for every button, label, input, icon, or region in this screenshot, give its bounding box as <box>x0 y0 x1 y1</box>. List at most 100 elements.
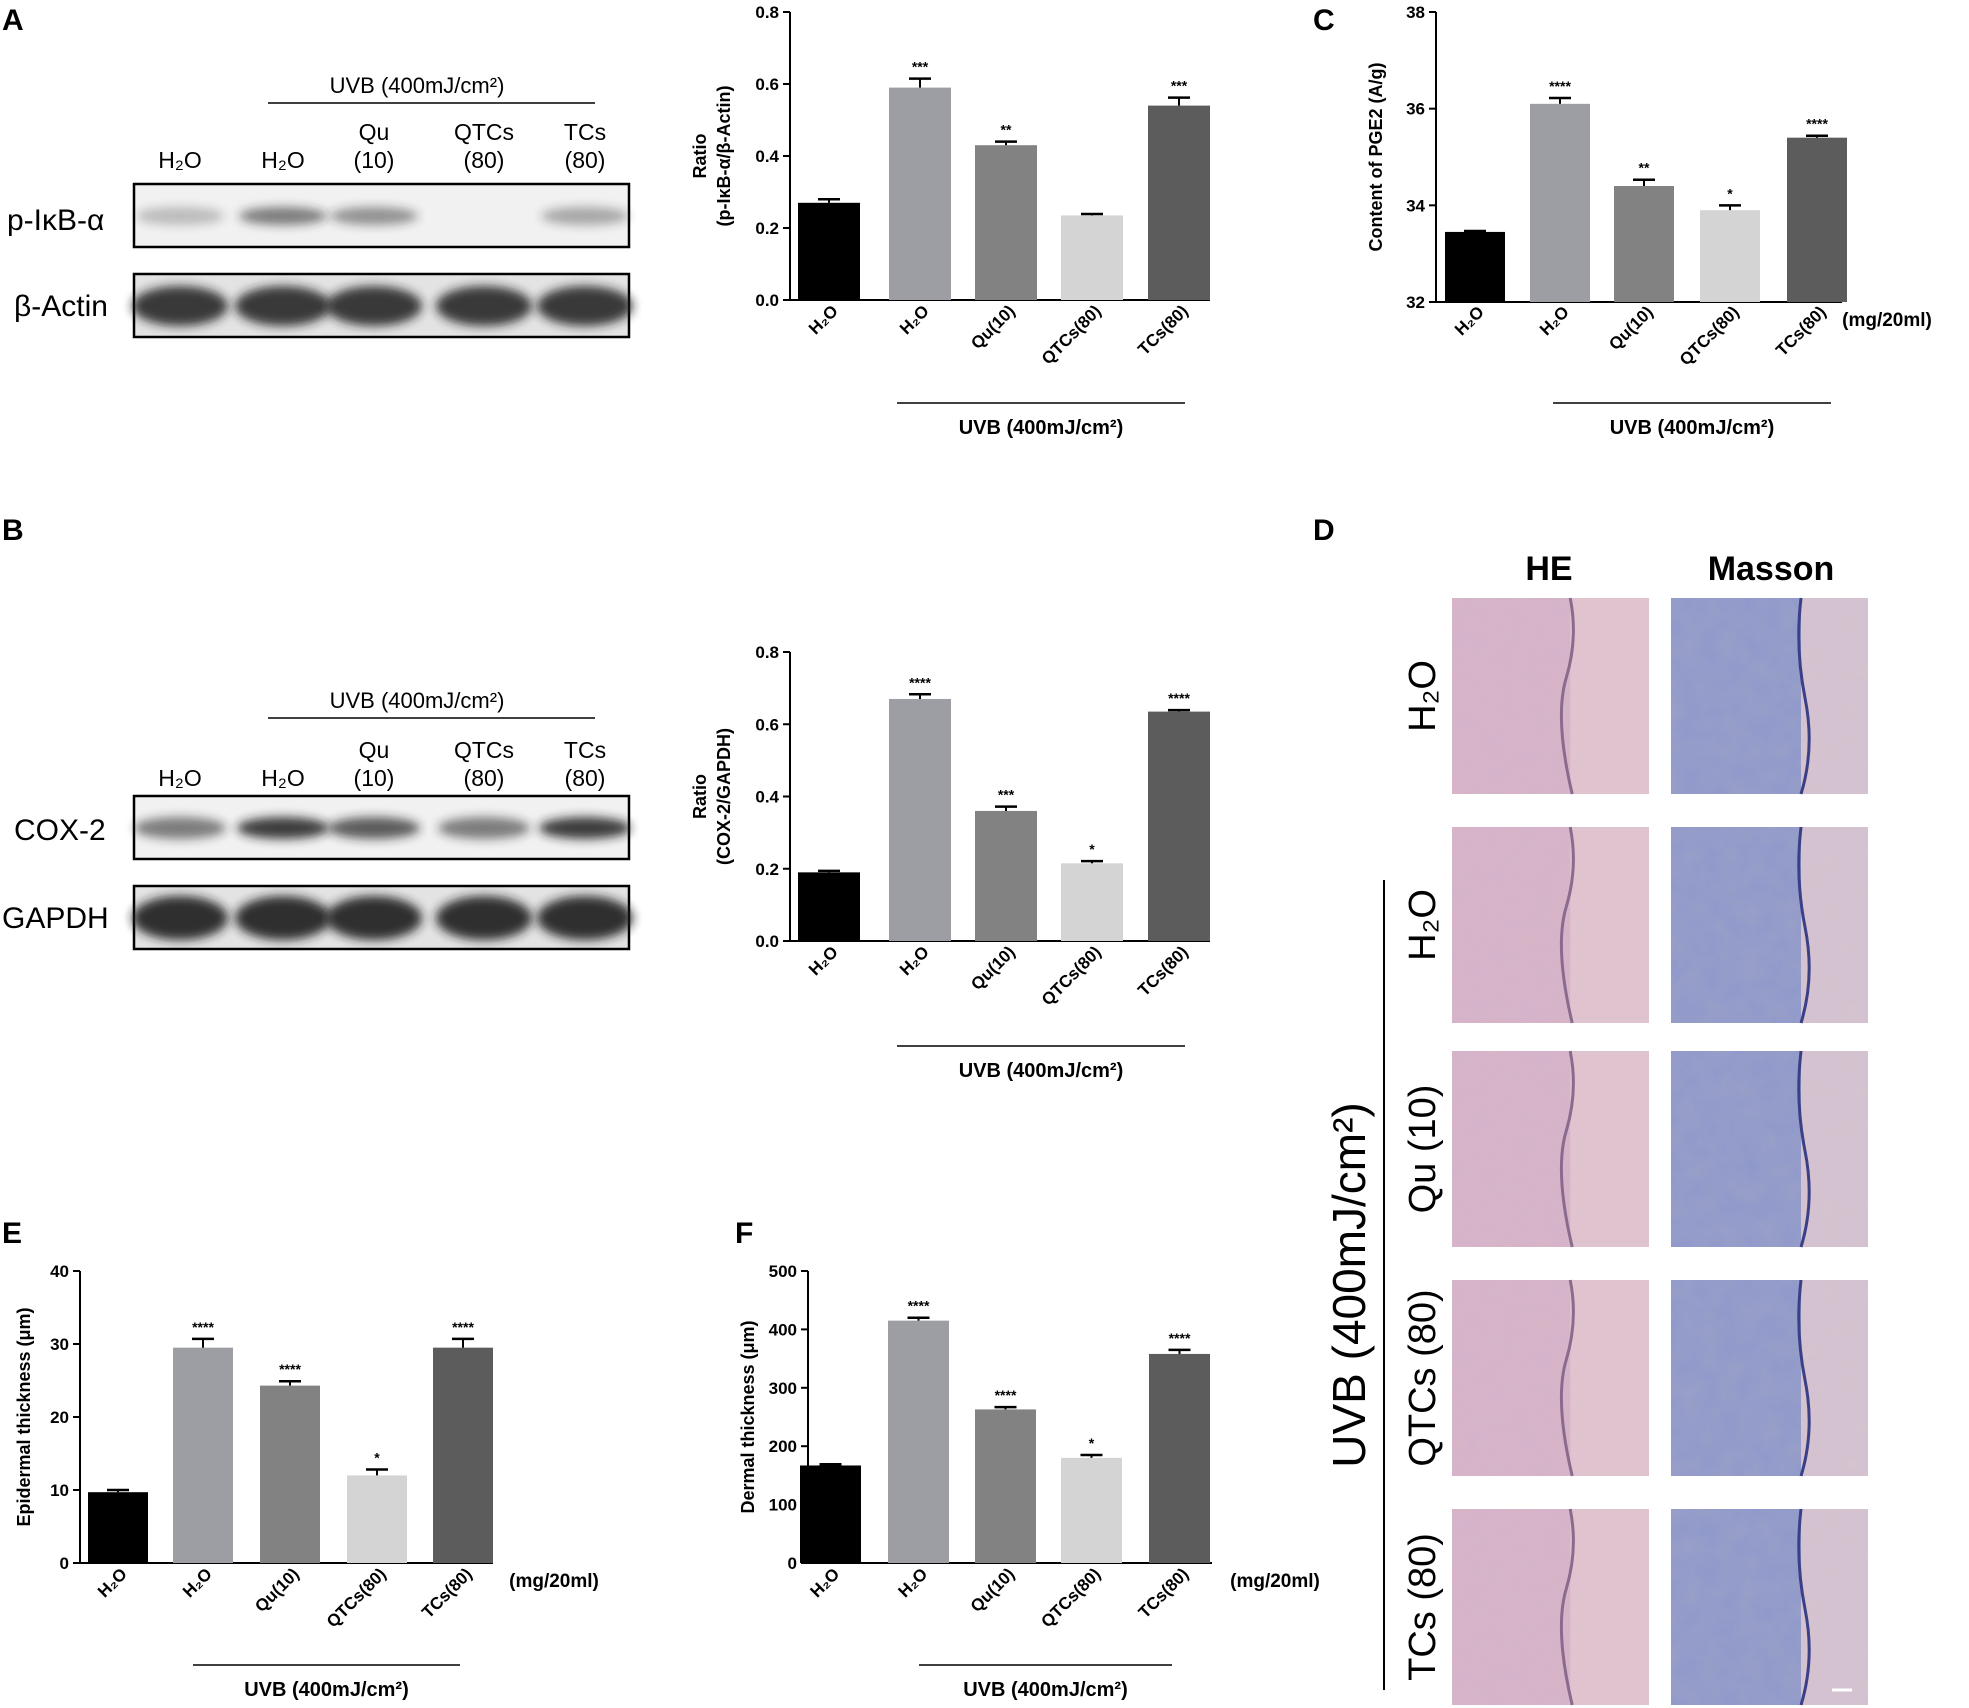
category-label: H₂O <box>805 301 842 338</box>
bar <box>1787 137 1847 302</box>
bar <box>1530 103 1590 302</box>
lane-label-dose: (80) <box>464 765 505 791</box>
y-tick-label: 20 <box>50 1408 69 1427</box>
blot-band <box>235 896 331 940</box>
bar <box>975 1409 1036 1563</box>
bar <box>975 810 1037 941</box>
bar <box>800 1465 861 1563</box>
panel-label-b: B <box>2 514 24 547</box>
y-axis-label: (p-IκB-α/β-Actin) <box>714 85 734 226</box>
category-label: TCs(80) <box>1134 301 1192 359</box>
category-label: QTCs(80) <box>1038 942 1105 1009</box>
y-tick-label: 40 <box>50 1262 69 1281</box>
bar <box>88 1492 148 1563</box>
blot-band <box>136 207 224 225</box>
masson-image-background <box>1801 1509 1868 1705</box>
category-label: Qu(10) <box>967 942 1019 994</box>
y-tick-label: 32 <box>1406 293 1425 312</box>
lane-label: QTCs <box>454 119 514 145</box>
he-image-edge <box>1559 1279 1575 1477</box>
category-label: H₂O <box>94 1564 131 1601</box>
significance-marker: **** <box>279 1361 301 1377</box>
bar <box>1061 863 1123 941</box>
significance-marker: *** <box>1171 78 1188 94</box>
category-label: QTCs(80) <box>1038 301 1105 368</box>
blot-b-uvb-label: UVB (400mJ/cm²) <box>330 688 505 713</box>
significance-marker: **** <box>1169 1330 1191 1346</box>
y-axis-label: (COX-2/GAPDH) <box>714 728 734 865</box>
category-label: H₂O <box>179 1564 216 1601</box>
blot-band <box>239 207 327 225</box>
bar <box>1148 105 1210 300</box>
histology-row-label: H₂O <box>1402 660 1444 732</box>
lane-label: TCs <box>564 737 606 763</box>
y-tick-label: 0 <box>60 1554 69 1573</box>
blot-b-row-label-1: COX-2 <box>14 814 106 847</box>
y-tick-label: 34 <box>1406 196 1425 215</box>
masson-image-edge <box>1797 1050 1811 1248</box>
y-axis-label: Ratio <box>690 774 710 819</box>
bar <box>1445 231 1505 302</box>
y-tick-label: 0.4 <box>755 788 779 807</box>
group-label: UVB (400mJ/cm²) <box>1610 417 1775 439</box>
he-image-background <box>1570 598 1649 794</box>
significance-marker: **** <box>1168 690 1190 706</box>
y-tick-label: 200 <box>769 1437 797 1456</box>
blot-band <box>326 286 422 326</box>
lane-label: H₂O <box>158 147 201 173</box>
blot-band <box>541 207 629 225</box>
category-label: QTCs(80) <box>323 1564 390 1631</box>
histology-col-masson: Masson <box>1708 550 1835 588</box>
category-label: TCs(80) <box>1134 942 1192 1000</box>
lane-label-dose: (80) <box>565 765 606 791</box>
masson-image-edge <box>1797 597 1811 795</box>
western-blot-b: UVB (400mJ/cm²) H₂O H₂OQu(10)QTCs(80)TCs(… <box>2 688 633 951</box>
bar <box>889 698 951 941</box>
bar <box>889 87 951 300</box>
y-axis-label: Dermal thickness (μm) <box>738 1320 758 1513</box>
lane-label: Qu <box>359 737 390 763</box>
category-label: H₂O <box>807 1564 844 1601</box>
category-label: H₂O <box>1536 302 1573 339</box>
y-axis-label: Content of PGE2 (A/g) <box>1366 63 1386 252</box>
significance-marker: ** <box>1001 122 1012 138</box>
significance-marker: ** <box>1639 160 1650 176</box>
category-label: H₂O <box>805 942 842 979</box>
histology-uvb-label: UVB (400mJ/cm²) <box>1323 1102 1375 1467</box>
category-label: H₂O <box>895 1564 932 1601</box>
bar <box>798 202 860 300</box>
bar <box>798 872 860 941</box>
bar <box>975 145 1037 300</box>
y-axis-label: Epidermal thickness (μm) <box>14 1307 34 1526</box>
significance-marker: * <box>1089 841 1095 857</box>
he-image-edge <box>1559 1050 1575 1248</box>
bar-chart-a: 0.0 0.2 0.4 0.6 0.8 Ratio (p-IκB-α/β-Actin) H₂O… <box>690 3 1210 439</box>
histology-panel-d: HE Masson H₂O H₂O Qu (10) QTCs (80) TCs (80)… <box>1323 550 1868 1706</box>
masson-image-edge <box>1797 826 1811 1024</box>
unit-label: (mg/20ml) <box>1230 1571 1320 1592</box>
category-label: Qu(10) <box>1605 302 1657 354</box>
lane-label: QTCs <box>454 737 514 763</box>
significance-marker: **** <box>995 1387 1017 1403</box>
masson-image-background <box>1801 827 1868 1023</box>
masson-image-background <box>1801 1051 1868 1247</box>
bar <box>173 1347 233 1563</box>
y-tick-label: 0.8 <box>755 643 779 662</box>
category-label: QTCs(80) <box>1037 1564 1104 1631</box>
blot-band <box>134 817 226 839</box>
y-tick-label: 0.0 <box>755 291 779 310</box>
blot-band <box>436 286 532 326</box>
y-tick-label: 36 <box>1406 100 1425 119</box>
panel-label-f: F <box>735 1217 753 1250</box>
y-tick-label: 0 <box>788 1554 797 1573</box>
blot-band <box>235 286 331 326</box>
lane-label-dose: (80) <box>464 147 505 173</box>
bar <box>1148 711 1210 941</box>
bar <box>1614 186 1674 302</box>
masson-image-background <box>1801 598 1868 794</box>
masson-image-edge <box>1797 1508 1811 1706</box>
blot-a-uvb-label: UVB (400mJ/cm²) <box>330 73 505 98</box>
bar <box>433 1347 493 1563</box>
